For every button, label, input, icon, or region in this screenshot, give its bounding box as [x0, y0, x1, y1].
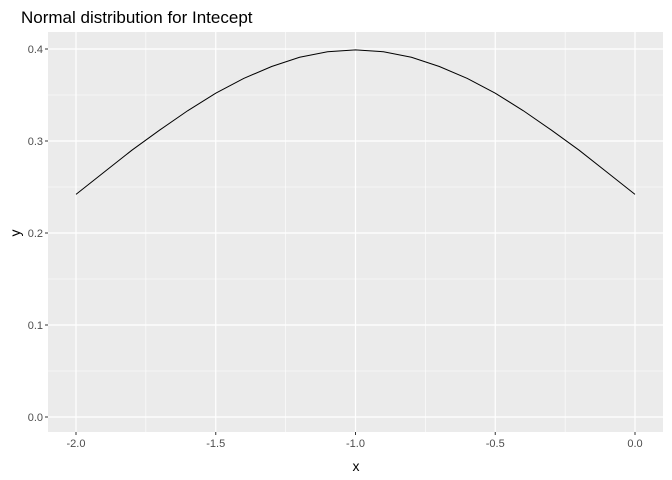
x-tick-label: -1.5	[206, 438, 225, 450]
x-axis: -2.0 -1.5 -1.0 -0.5 0.0	[67, 432, 643, 450]
y-tick-label: 0.2	[28, 228, 43, 240]
y-tick-label: 0.0	[28, 412, 43, 424]
y-tick-label: 0.3	[28, 136, 43, 148]
grid-major	[48, 32, 663, 432]
y-tick-label: 0.4	[28, 44, 43, 56]
y-axis: 0.0 0.1 0.2 0.3 0.4	[28, 44, 48, 424]
x-tick-label: 0.0	[627, 438, 642, 450]
x-tick-label: -2.0	[67, 438, 86, 450]
y-axis-title: y	[7, 230, 23, 237]
series-line	[75, 49, 636, 195]
chart-title: Normal distribution for Intecept	[21, 8, 253, 27]
x-tick-label: -0.5	[486, 438, 505, 450]
x-axis-title: x	[353, 458, 360, 474]
y-tick-label: 0.1	[28, 320, 43, 332]
x-tick-label: -1.0	[346, 438, 365, 450]
